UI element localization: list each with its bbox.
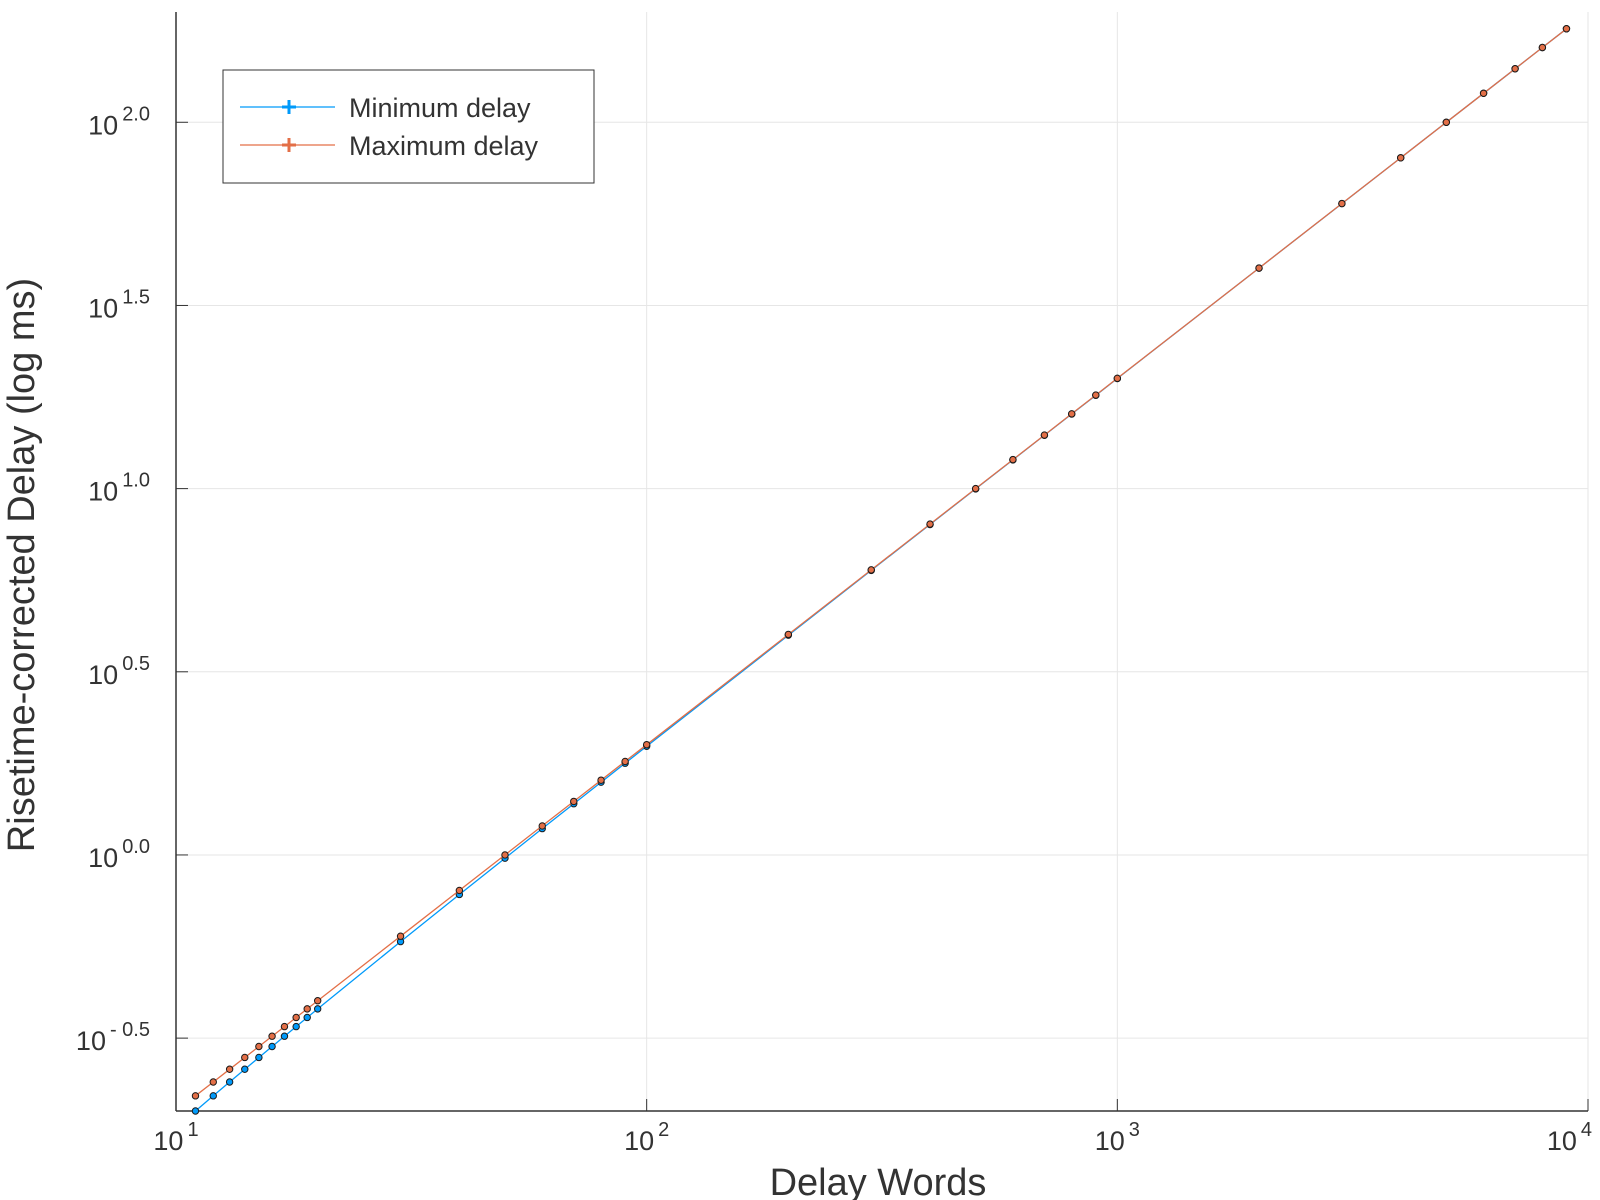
maximum-delay-point [501, 851, 509, 859]
x-tick-label: 10 4 [1547, 1119, 1592, 1156]
maximum-delay-point [642, 740, 651, 749]
y-tick-label: 10 1.0 [88, 470, 150, 507]
maximum-delay-point [209, 1078, 217, 1086]
maximum-delay-point [225, 1065, 234, 1073]
y-tick-label: 10 0.5 [88, 653, 150, 690]
series-layer [191, 25, 1571, 1115]
minimum-delay-line [195, 28, 1567, 1112]
maximum-delay-point [1562, 25, 1571, 33]
maximum-delay-point [538, 822, 546, 830]
tick-base: 10 [153, 1126, 183, 1156]
maximum-delay-point [1338, 199, 1346, 208]
maximum-delay-point [1479, 89, 1488, 97]
tick-base: 10 [88, 843, 118, 873]
minimum-delay-point [313, 1005, 322, 1013]
maximum-delay-point [1113, 374, 1122, 383]
minimum-delay-point [241, 1065, 249, 1073]
maximum-delay-point [396, 932, 405, 940]
minimum-delay-point [209, 1092, 217, 1100]
grid [175, 12, 1589, 1111]
tick-exponent: 1.5 [122, 286, 150, 308]
x-tick-label: 10 2 [624, 1119, 669, 1156]
maximum-delay-point [1511, 65, 1519, 73]
maximum-delay-point [1255, 264, 1263, 272]
minimum-delay-point [280, 1032, 289, 1040]
tick-exponent: 2 [658, 1119, 669, 1141]
tick-exponent: 0.5 [122, 653, 150, 675]
axes [175, 12, 1589, 1112]
maximum-delay-point [1009, 455, 1017, 464]
tick-exponent: 1.0 [122, 470, 150, 492]
tick-exponent: 2.0 [122, 103, 150, 125]
tick-base: 10 [1547, 1126, 1577, 1156]
maximum-delay-point [1092, 391, 1100, 399]
legend: Minimum delay Maximum delay [222, 69, 595, 184]
minimum-delay-point [191, 1107, 200, 1115]
legend-label: Minimum delay [349, 93, 531, 123]
x-tick-label: 10 3 [1095, 1119, 1140, 1156]
y-axis-title: Risetime-corrected Delay (log ms) [1, 278, 43, 852]
maximum-delay-point [268, 1032, 276, 1040]
maximum-delay-point [1397, 154, 1405, 162]
y-tick-label: 10- 0.5 [76, 1019, 150, 1056]
maximum-delay-point [867, 566, 875, 574]
legend-label: Maximum delay [349, 131, 539, 161]
minimum-delay-point [225, 1078, 234, 1086]
tick-exponent: 4 [1581, 1119, 1592, 1141]
maximum-delay-point [1442, 118, 1451, 126]
tick-exponent: 0.0 [122, 836, 150, 858]
y-tick-label: 10 2.0 [88, 103, 150, 140]
maximum-delay-point [191, 1092, 200, 1100]
maximum-delay-point [1040, 431, 1049, 439]
maximum-delay-point [313, 997, 322, 1005]
maximum-delay-point [597, 776, 605, 784]
maximum-delay-point [926, 520, 934, 528]
legend-box [222, 69, 595, 184]
maximum-delay-point [303, 1005, 311, 1013]
x-tick-label: 10 1 [153, 1119, 198, 1156]
maximum-delay-point [784, 630, 793, 639]
maximum-delay-point [280, 1022, 289, 1031]
minimum-delay-point [268, 1042, 276, 1051]
x-axis-title: Delay Words [770, 1162, 987, 1200]
tick-base: 10 [88, 110, 118, 140]
tick-base: 10 [88, 477, 118, 507]
maximum-delay-point [1538, 43, 1547, 52]
minimum-delay-point [292, 1022, 300, 1031]
tick-base: 10 [76, 1026, 106, 1056]
tick-exponent: - 0.5 [110, 1019, 150, 1041]
y-tick-label: 10 1.5 [88, 286, 150, 323]
maximum-delay-point [292, 1013, 300, 1022]
tick-base: 10 [88, 293, 118, 323]
tick-exponent: 3 [1129, 1119, 1140, 1141]
tick-labels: 10 1 10 2 10 3 10 410- 0.510 0.010 0.510 1.010 1.51… [76, 103, 1592, 1156]
maximum-delay-point [255, 1042, 263, 1051]
maximum-delay-point [1068, 410, 1076, 418]
tick-exponent: 1 [187, 1119, 198, 1141]
minimum-delay-point [303, 1013, 311, 1022]
maximum-delay-point [241, 1053, 249, 1062]
minimum-delay-point [255, 1053, 263, 1062]
tick-base: 10 [1095, 1126, 1125, 1156]
y-tick-label: 10 0.0 [88, 836, 150, 873]
maximum-delay-point [455, 886, 464, 895]
tick-base: 10 [624, 1126, 654, 1156]
maximum-delay-point [570, 797, 578, 806]
tick-base: 10 [88, 660, 118, 690]
maximum-delay-point [971, 484, 980, 493]
maximum-delay-point [621, 757, 629, 766]
